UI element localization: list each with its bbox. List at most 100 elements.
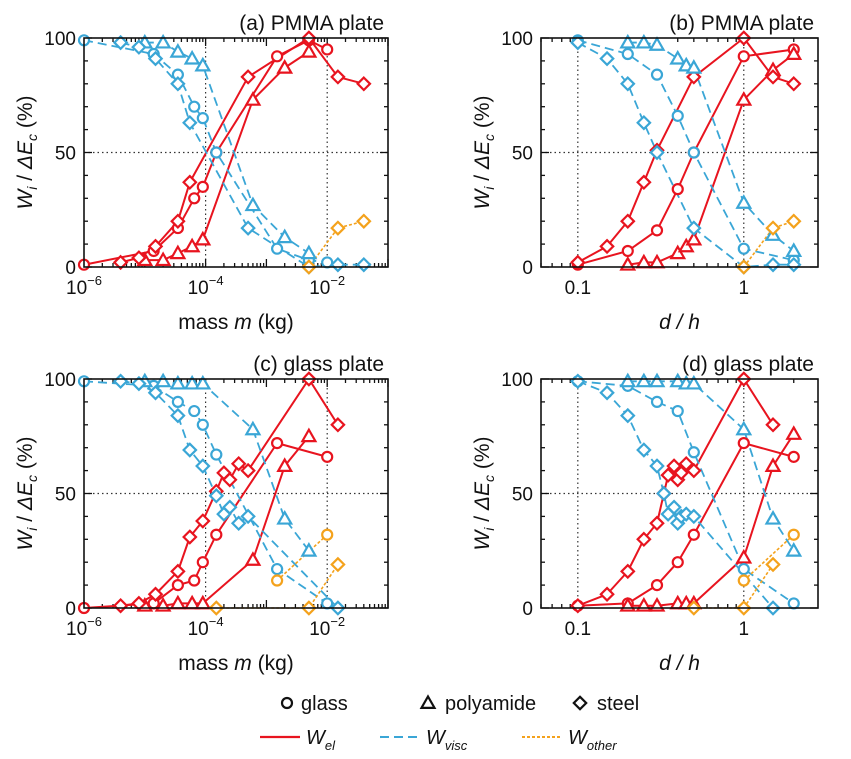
point-el-diamond [570,597,586,614]
point-el-circle [188,574,201,587]
point-visc-circle [188,100,201,113]
point-visc-diamond [147,384,164,401]
point-el-diamond [170,213,186,229]
series-line-el-triangle [144,50,310,262]
point-visc-triangle [619,33,637,49]
x-axis-label: mass m (kg) [178,311,294,334]
point-visc-circle [787,597,800,610]
point-visc-diamond [356,256,372,273]
point-visc-triangle [183,374,201,390]
y-axis-label: Wi / ΔEc (%) [14,436,40,550]
point-el-diamond [222,472,238,488]
point-visc-circle [650,395,664,408]
legend-marker-steel [572,695,588,711]
plot-frame [540,37,819,268]
point-el-triangle [677,237,695,253]
panel-title: (d) glass plate [682,353,814,376]
point-el-diamond [147,238,164,255]
series-line-visc-diamond [577,41,794,268]
point-el-circle [171,578,184,592]
point-visc-diamond [222,499,238,515]
point-visc-diamond [620,76,636,92]
point-el-diamond [678,455,694,472]
point-other-diamond [330,220,346,236]
series-line-visc-circle [83,39,328,264]
legend-marker-polyamide [419,694,437,709]
x-tick-label: 10−2 [309,273,345,299]
point-el-diamond [240,462,256,479]
point-el-diamond [170,563,186,580]
point-el-circle [737,437,750,450]
point-visc-diamond [182,114,198,131]
point-visc-diamond [182,442,198,458]
y-axis-label: Wi / ΔEc (%) [471,95,497,209]
point-visc-diamond [112,373,129,390]
point-visc-diamond [666,499,682,515]
point-el-circle [271,50,284,63]
point-el-triangle [276,59,294,74]
point-el-triangle [785,425,803,440]
point-el-diamond [599,586,615,603]
point-el-circle [787,450,800,463]
series-group [77,30,372,275]
point-el-circle [210,528,223,541]
point-el-circle [687,528,700,541]
point-visc-triangle [635,33,653,49]
point-el-diamond [230,455,247,472]
x-tick-label: 10−4 [188,273,224,299]
y-tick-label: 0 [522,258,533,279]
point-other-circle [321,528,334,541]
point-el-diamond [195,513,211,529]
point-el-diamond [620,563,636,580]
x-tick-label: 0.1 [565,619,591,640]
legend-text-other: Wother [568,727,617,753]
point-el-circle [321,43,334,56]
legend: glass polyamide steel Wel Wvisc Wother [260,693,639,753]
point-visc-triangle [635,372,653,388]
point-visc-triangle [244,196,262,212]
point-el-circle [671,183,684,196]
point-el-triangle [244,551,262,566]
point-el-diamond [112,254,129,271]
x-axis-label: d / h [659,311,700,334]
y-tick-label: 50 [55,144,76,165]
point-el-triangle [300,43,318,58]
point-visc-diamond [678,506,694,522]
point-el-diamond [570,254,586,271]
point-visc-triangle [300,542,318,557]
point-visc-diamond [636,442,652,458]
point-visc-triangle [169,43,187,58]
series-line-other-diamond [693,564,774,609]
point-visc-diamond [570,373,586,390]
panel-c: 0 50 100 10−6 10−4 10−2 mass m (kg) Wi / ΔEc (%… [14,353,389,675]
series-line-visc-diamond [120,380,339,609]
point-el-diamond [649,515,665,532]
plot-frame [540,378,819,609]
point-visc-circle [737,562,750,576]
plot-frame [83,37,389,268]
point-el-diamond [765,417,781,433]
point-visc-diamond [195,458,211,474]
plot-frame [83,378,389,609]
point-visc-triangle [685,374,703,390]
series-line-other-circle [743,534,795,582]
point-visc-diamond [599,384,615,401]
point-visc-triangle [169,374,187,390]
point-el-diamond [147,586,164,603]
point-el-diamond [686,69,702,85]
point-visc-triangle [154,33,172,49]
point-el-diamond [599,238,615,255]
series-line-other-diamond [308,220,365,268]
point-other-diamond [330,556,346,573]
point-el-circle [271,437,284,450]
point-el-triangle [685,230,703,246]
point-el-diamond [620,213,636,229]
x-axis-label: d / h [659,652,700,675]
point-el-circle [188,192,201,205]
point-el-triangle [169,244,187,260]
point-visc-diamond [131,375,147,392]
y-tick-label: 100 [44,29,76,50]
series-group [77,371,346,616]
point-visc-diamond [649,458,665,474]
point-visc-triangle [244,420,262,436]
